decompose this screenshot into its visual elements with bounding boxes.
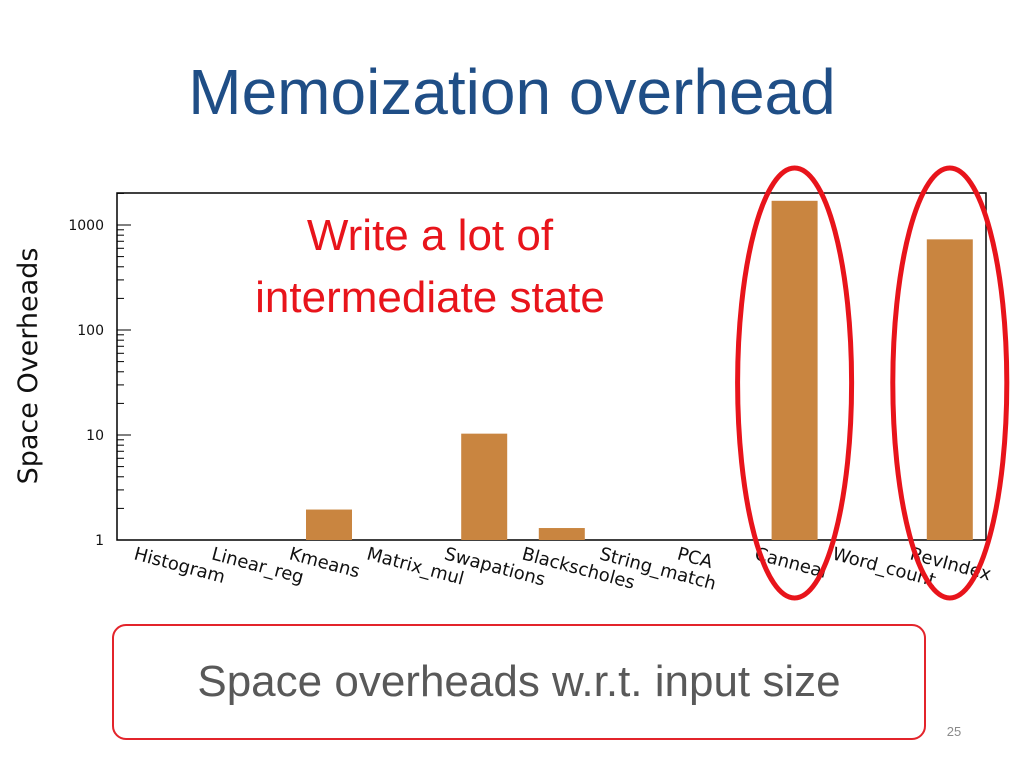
y-tick-label: 1000	[68, 218, 104, 234]
bar	[306, 509, 352, 540]
page-number: 25	[946, 724, 962, 739]
bars	[306, 200, 973, 540]
y-tick-label: 10	[86, 428, 104, 444]
bar	[771, 200, 818, 540]
callout-line-2: intermediate state	[255, 273, 605, 322]
caption-box: Space overheads w.r.t. input size	[112, 624, 926, 740]
y-axis-label: Space Overheads	[13, 248, 44, 485]
y-axis-ticks	[117, 192, 131, 541]
callout-line-1: Write a lot of	[306, 211, 554, 260]
y-tick-labels: 1 10 100 1000	[68, 218, 104, 549]
caption-text: Space overheads w.r.t. input size	[197, 657, 841, 706]
slide-title: Memoization overhead	[188, 56, 836, 128]
bar	[538, 528, 585, 540]
callout-annotation: Write a lot of intermediate state	[200, 205, 660, 329]
bar	[461, 433, 508, 540]
highlight-ellipse	[735, 165, 855, 601]
y-tick-label: 100	[77, 323, 104, 339]
highlight-ellipse	[890, 165, 1010, 601]
bar	[926, 239, 973, 540]
y-tick-label: 1	[95, 533, 104, 549]
highlight-ellipses	[735, 165, 1010, 601]
